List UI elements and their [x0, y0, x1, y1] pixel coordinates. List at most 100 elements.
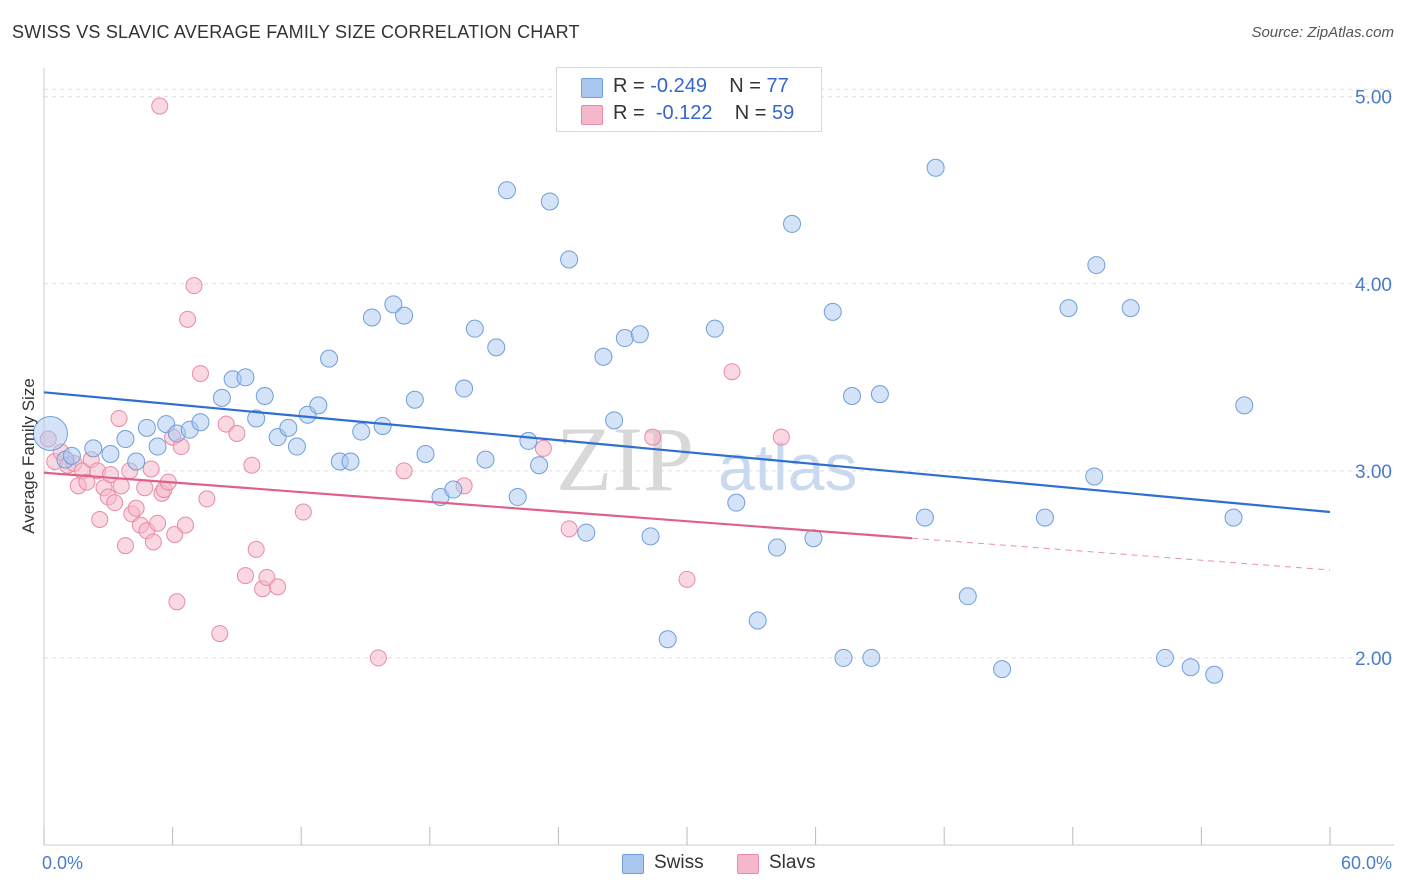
swiss-point-16 [247, 409, 266, 428]
swiss-point-56 [783, 214, 802, 233]
swiss-point-3 [84, 439, 103, 458]
swiss-point-6 [127, 452, 146, 471]
swiss-r-value: -0.249 [650, 75, 707, 97]
slavs-point-7 [78, 473, 96, 491]
y-axis-title: Average Family Size [19, 378, 38, 534]
swiss-points [32, 158, 1254, 684]
slavs-point-32 [166, 525, 184, 543]
slavs-point-36 [179, 310, 197, 328]
slavs-point-35 [176, 516, 194, 534]
slavs-point-45 [247, 540, 265, 558]
slavs-point-39 [198, 490, 216, 508]
swiss-point-59 [834, 648, 853, 667]
slavs-point-14 [106, 494, 124, 512]
swiss-point-12 [191, 413, 210, 432]
swiss-point-7 [137, 418, 156, 437]
swiss-point-40 [508, 488, 527, 507]
x-tick-label-min: 0.0% [42, 853, 83, 873]
swiss-point-69 [1085, 467, 1104, 486]
swiss-point-63 [915, 508, 934, 527]
swiss-point-44 [560, 250, 579, 269]
swiss-point-47 [605, 411, 624, 430]
swiss-point-67 [1035, 508, 1054, 527]
y-tick-label-1: 3.00 [1355, 462, 1392, 483]
swiss-point-5 [116, 430, 135, 449]
slavs-point-25 [144, 533, 162, 551]
swiss-point-70 [1087, 256, 1106, 275]
slavs-point-43 [236, 567, 254, 585]
slavs-point-42 [228, 424, 246, 442]
slavs-point-16 [112, 477, 130, 495]
slavs-point-33 [168, 593, 186, 611]
swiss-point-23 [320, 349, 339, 368]
swiss-point-26 [352, 422, 371, 441]
y-tick-label-0: 2.00 [1355, 649, 1392, 670]
swiss-point-64 [926, 158, 945, 177]
swiss-point-76 [1235, 396, 1254, 415]
swiss-point-4 [101, 445, 120, 464]
slavs-point-50 [369, 649, 387, 667]
slavs-point-10 [91, 510, 109, 528]
slavs-point-41 [217, 415, 235, 433]
swiss-point-45 [577, 523, 596, 542]
swiss-point-53 [727, 493, 746, 512]
swiss-point-0 [32, 415, 68, 451]
swiss-point-73 [1181, 658, 1200, 677]
swiss-point-42 [530, 456, 549, 475]
swiss-point-48 [615, 329, 634, 348]
slavs-point-58 [560, 520, 578, 538]
swiss-point-22 [309, 396, 328, 415]
swiss-n-value: 77 [766, 75, 789, 97]
swiss-point-35 [455, 379, 474, 398]
slavs-point-22 [136, 479, 154, 497]
slavs-trend-line [43, 471, 913, 540]
slavs-r-label: R = [613, 102, 645, 124]
slavs-point-56 [723, 363, 741, 381]
source-label: Source: ZipAtlas.com [1251, 24, 1394, 41]
swiss-point-19 [279, 418, 298, 437]
stats-legend: R = -0.249 N = 77 R = -0.122 N = 59 [556, 67, 822, 132]
slavs-point-37 [185, 277, 203, 295]
swiss-point-65 [958, 587, 977, 606]
swiss-legend-label: Swiss [654, 852, 704, 873]
slavs-point-54 [644, 428, 662, 446]
swiss-point-34 [444, 480, 463, 499]
swiss-r-label: R = [613, 75, 645, 97]
swiss-point-13 [212, 388, 231, 407]
swiss-point-15 [236, 368, 255, 387]
swiss-point-55 [768, 538, 787, 557]
slavs-point-24 [142, 460, 160, 478]
swiss-point-50 [641, 527, 660, 546]
swiss-point-74 [1205, 665, 1224, 684]
slavs-r-value: -0.122 [655, 102, 713, 124]
swiss-point-29 [384, 295, 403, 314]
slavs-point-30 [151, 97, 169, 115]
swiss-trend-line [43, 391, 1331, 514]
swiss-point-43 [540, 192, 559, 211]
slavs-point-49 [294, 503, 312, 521]
swiss-point-71 [1121, 299, 1140, 318]
y-tick-label-2: 4.00 [1355, 275, 1392, 296]
slavs-points [39, 97, 790, 667]
trend-lines [43, 391, 1331, 571]
slavs-swatch [581, 105, 603, 125]
swiss-point-62 [870, 385, 889, 404]
swiss-point-25 [341, 452, 360, 471]
slavs-point-40 [211, 625, 229, 643]
slavs-point-53 [534, 439, 552, 457]
slavs-point-15 [110, 409, 128, 427]
slavs-n-label: N = [734, 102, 767, 124]
slavs-point-38 [191, 365, 209, 383]
swiss-point-51 [658, 630, 677, 649]
swiss-point-39 [497, 181, 516, 200]
swiss-point-2 [62, 446, 81, 465]
swiss-point-30 [395, 306, 414, 325]
slavs-point-57 [772, 428, 790, 446]
axes [43, 68, 1394, 846]
swiss-point-54 [748, 611, 767, 630]
swiss-swatch [581, 78, 603, 98]
swiss-point-75 [1224, 508, 1243, 527]
swiss-point-61 [862, 648, 881, 667]
watermark-zip: ZIP [556, 408, 694, 510]
